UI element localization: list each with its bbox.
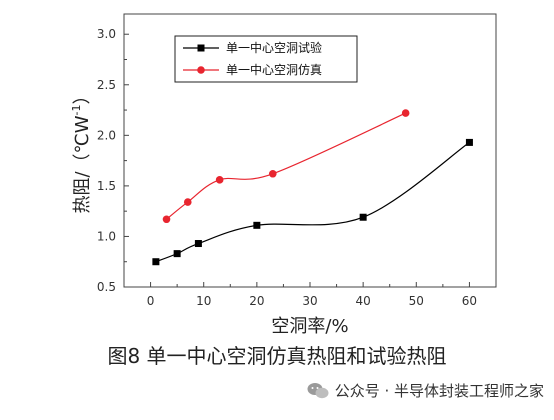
data-point-circle bbox=[401, 109, 410, 117]
data-point-square bbox=[173, 250, 181, 258]
legend-label-1: 单一中心空洞试验 bbox=[226, 40, 322, 55]
y-tick-label: 2.5 bbox=[97, 78, 116, 92]
y-tick-label: 2.0 bbox=[97, 128, 116, 142]
chart: 0 10 20 30 40 50 60 0.5 1.0 1.5 2.0 2.5 3.0 单一中心空洞试验… bbox=[70, 13, 497, 337]
y-tick-label: 3.0 bbox=[97, 27, 116, 41]
data-point-square bbox=[253, 221, 261, 229]
series-line-1 bbox=[155, 141, 470, 263]
data-point-square bbox=[194, 240, 202, 248]
legend-box bbox=[174, 35, 358, 83]
watermark: 公众号 · 半导体封装工程师之家 bbox=[307, 380, 544, 401]
legend-marker-square bbox=[197, 44, 205, 52]
y-tick-label: 1.0 bbox=[97, 229, 116, 243]
x-tick-label: 50 bbox=[409, 294, 424, 308]
y-tick-label: 0.5 bbox=[97, 280, 116, 294]
wechat-icon bbox=[307, 382, 329, 398]
x-tick-label: 20 bbox=[249, 294, 264, 308]
y-axis-title-main: 热阻/（℃W bbox=[72, 115, 93, 213]
data-point-square bbox=[152, 258, 160, 266]
data-point-square bbox=[359, 213, 367, 221]
legend-label-2: 单一中心空洞仿真 bbox=[226, 62, 322, 77]
x-tick-label: 30 bbox=[302, 294, 317, 308]
legend-marker-circle bbox=[197, 66, 205, 74]
data-point-square bbox=[465, 138, 473, 146]
watermark-text: 公众号 · 半导体封装工程师之家 bbox=[334, 382, 544, 400]
data-point-circle bbox=[162, 215, 171, 224]
series-line-2 bbox=[166, 112, 406, 220]
x-tick-label: 60 bbox=[462, 294, 477, 308]
x-tick-label: 40 bbox=[356, 294, 371, 308]
y-axis-title-sup: -1 bbox=[70, 104, 83, 115]
figure-caption: 图8 单一中心空洞仿真热阻和试验热阻 bbox=[107, 344, 447, 368]
data-point-circle bbox=[215, 176, 224, 184]
x-tick-label: 10 bbox=[196, 294, 211, 308]
x-axis-title: 空洞率/% bbox=[271, 316, 348, 337]
y-tick-label: 1.5 bbox=[97, 179, 116, 193]
x-tick-label: 0 bbox=[147, 294, 155, 308]
y-axis-title: 热阻/（℃W-1） bbox=[70, 86, 93, 213]
data-point-circle bbox=[183, 198, 192, 206]
y-axis-title-close: ） bbox=[72, 86, 93, 104]
data-point-circle bbox=[269, 169, 277, 178]
